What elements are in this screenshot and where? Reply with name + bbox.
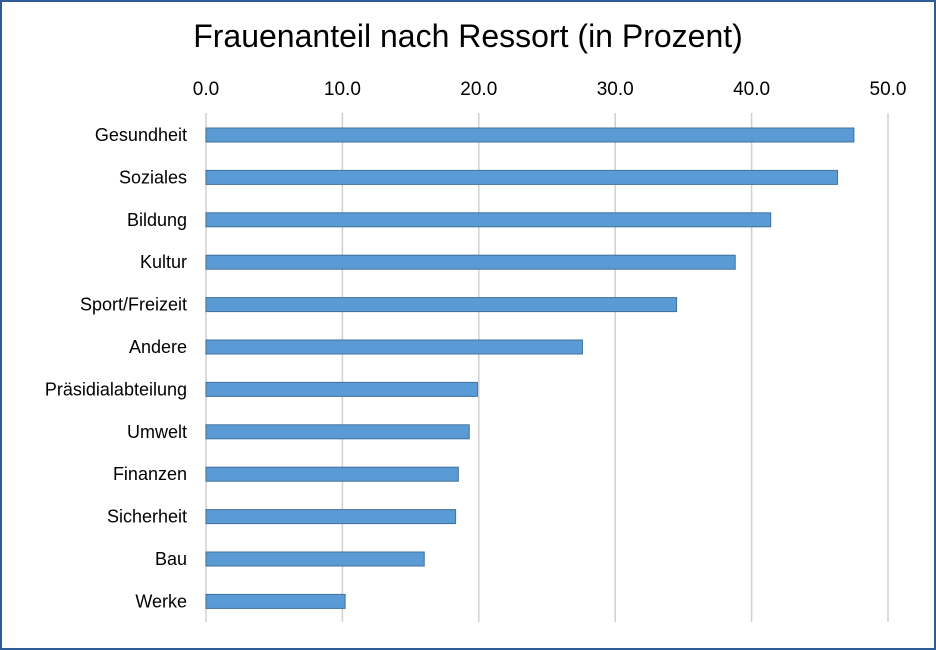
bar — [205, 212, 772, 228]
category-label: Gesundheit — [95, 125, 187, 145]
x-tick-label: 10.0 — [324, 79, 361, 100]
x-tick-label: 0.0 — [193, 79, 219, 100]
category-label: Soziales — [119, 167, 187, 187]
bar — [205, 466, 459, 482]
category-label: Sicherheit — [107, 507, 187, 527]
bar — [205, 339, 583, 355]
bar — [205, 169, 839, 185]
category-label: Präsidialabteilung — [45, 379, 187, 399]
bar — [205, 381, 478, 397]
category-label: Bildung — [127, 210, 187, 230]
x-tick-label: 30.0 — [597, 79, 634, 100]
x-tick-label: 50.0 — [870, 79, 907, 100]
bar — [205, 127, 855, 143]
category-label: Kultur — [140, 252, 187, 272]
category-label: Umwelt — [127, 422, 187, 442]
bar — [205, 551, 425, 567]
category-label: Finanzen — [113, 464, 187, 484]
bar — [205, 593, 346, 609]
category-label: Andere — [129, 337, 187, 357]
category-label: Bau — [155, 549, 187, 569]
chart-title: Frauenanteil nach Ressort (in Prozent) — [193, 18, 743, 54]
x-tick-label: 20.0 — [460, 79, 497, 100]
bar — [205, 297, 678, 313]
bar — [205, 254, 736, 270]
bar — [205, 424, 470, 440]
category-label: Werke — [135, 591, 187, 611]
x-tick-label: 40.0 — [733, 79, 770, 100]
bar — [205, 509, 457, 525]
category-label: Sport/Freizeit — [80, 295, 187, 315]
